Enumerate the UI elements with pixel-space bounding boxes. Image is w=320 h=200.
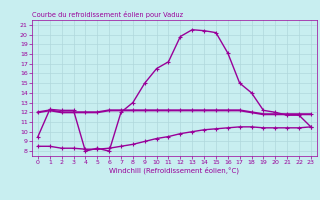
Text: Courbe du refroidissement éolien pour Vaduz: Courbe du refroidissement éolien pour Va… xyxy=(32,11,183,18)
X-axis label: Windchill (Refroidissement éolien,°C): Windchill (Refroidissement éolien,°C) xyxy=(109,167,239,174)
